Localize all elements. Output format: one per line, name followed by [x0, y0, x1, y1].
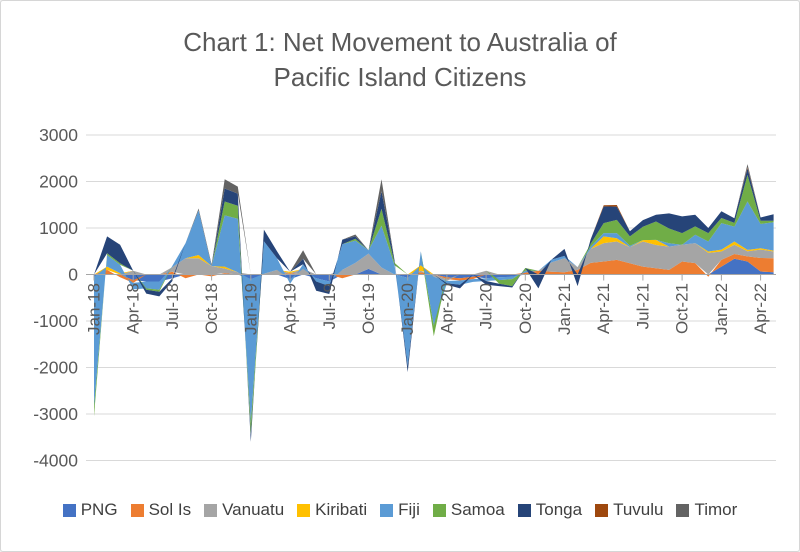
legend-item-kiribati: Kiribati [297, 500, 367, 520]
x-axis-label-apr-19: Apr-19 [281, 283, 300, 334]
x-axis-label-apr-21: Apr-21 [594, 283, 613, 334]
legend-label-png: PNG [80, 500, 118, 519]
x-axis-label-oct-18: Oct-18 [202, 283, 221, 334]
y-axis-label--4000: -4000 [33, 451, 78, 471]
legend-label-timor: Timor [694, 500, 738, 519]
x-axis-label-jul-18: Jul-18 [163, 283, 182, 329]
y-axis-label--3000: -3000 [33, 404, 78, 424]
legend-label-vanuatu: Vanuatu [222, 500, 285, 519]
legend-swatch-png [62, 503, 76, 517]
area-series-sol-is [94, 254, 774, 283]
y-axis-label-0: 0 [68, 265, 78, 285]
legend-swatch-kiribati [297, 503, 311, 517]
x-axis-label-oct-21: Oct-21 [673, 283, 692, 334]
y-axis-label--2000: -2000 [33, 358, 78, 378]
x-axis-label-jul-19: Jul-19 [320, 283, 339, 329]
legend-label-tuvulu: Tuvulu [613, 500, 664, 519]
legend-swatch-sol-is [130, 503, 144, 517]
legend-label-sol-is: Sol Is [148, 500, 192, 519]
y-axis-label-2000: 2000 [39, 172, 78, 192]
legend-item-fiji: Fiji [380, 500, 420, 520]
x-axis-label-jan-19: Jan-19 [241, 283, 260, 335]
legend-item-tonga: Tonga [517, 500, 583, 520]
legend-label-kiribati: Kiribati [315, 500, 368, 519]
legend-item-png: PNG [62, 500, 118, 520]
legend-item-sol-is: Sol Is [130, 500, 192, 520]
chart-legend: PNG Sol Is Vanuatu Kiribati Fiji Samoa Tonga Tu… [1, 500, 799, 520]
x-axis-label-oct-19: Oct-19 [359, 283, 378, 334]
x-axis-label-apr-20: Apr-20 [437, 283, 456, 334]
legend-label-fiji: Fiji [398, 500, 420, 519]
x-axis-label-apr-18: Apr-18 [124, 283, 143, 334]
x-axis-label-jul-20: Jul-20 [477, 283, 496, 329]
legend-swatch-samoa [432, 503, 446, 517]
legend-label-tonga: Tonga [535, 500, 583, 519]
y-axis-label-1000: 1000 [39, 218, 78, 238]
legend-label-samoa: Samoa [450, 500, 505, 519]
y-axis-label--1000: -1000 [33, 311, 78, 331]
legend-swatch-fiji [380, 503, 394, 517]
area-series-vanuatu [94, 241, 774, 281]
x-axis-label-jan-18: Jan-18 [85, 283, 104, 335]
legend-item-timor: Timor [676, 500, 737, 520]
y-axis-label-3000: 3000 [39, 125, 78, 145]
legend-swatch-vanuatu [204, 503, 218, 517]
x-axis-label-jan-20: Jan-20 [398, 283, 417, 335]
x-axis-label-jul-21: Jul-21 [633, 283, 652, 329]
legend-swatch-timor [676, 503, 690, 517]
legend-item-vanuatu: Vanuatu [204, 500, 284, 520]
legend-item-tuvulu: Tuvulu [595, 500, 663, 520]
legend-item-samoa: Samoa [432, 500, 505, 520]
x-axis-label-jan-22: Jan-22 [712, 283, 731, 335]
x-axis-label-oct-20: Oct-20 [516, 283, 535, 334]
chart-title-line1: Chart 1: Net Movement to Australia of [183, 27, 617, 57]
legend-swatch-tuvulu [595, 503, 609, 517]
chart-title: Chart 1: Net Movement to Australia of Pa… [1, 25, 799, 95]
x-axis-label-jan-21: Jan-21 [555, 283, 574, 335]
area-series-tonga [94, 168, 774, 442]
chart-title-line2: Pacific Island Citizens [273, 62, 527, 92]
x-axis-label-apr-22: Apr-22 [751, 283, 770, 334]
legend-swatch-tonga [517, 503, 531, 517]
area-series-fiji [94, 201, 774, 424]
